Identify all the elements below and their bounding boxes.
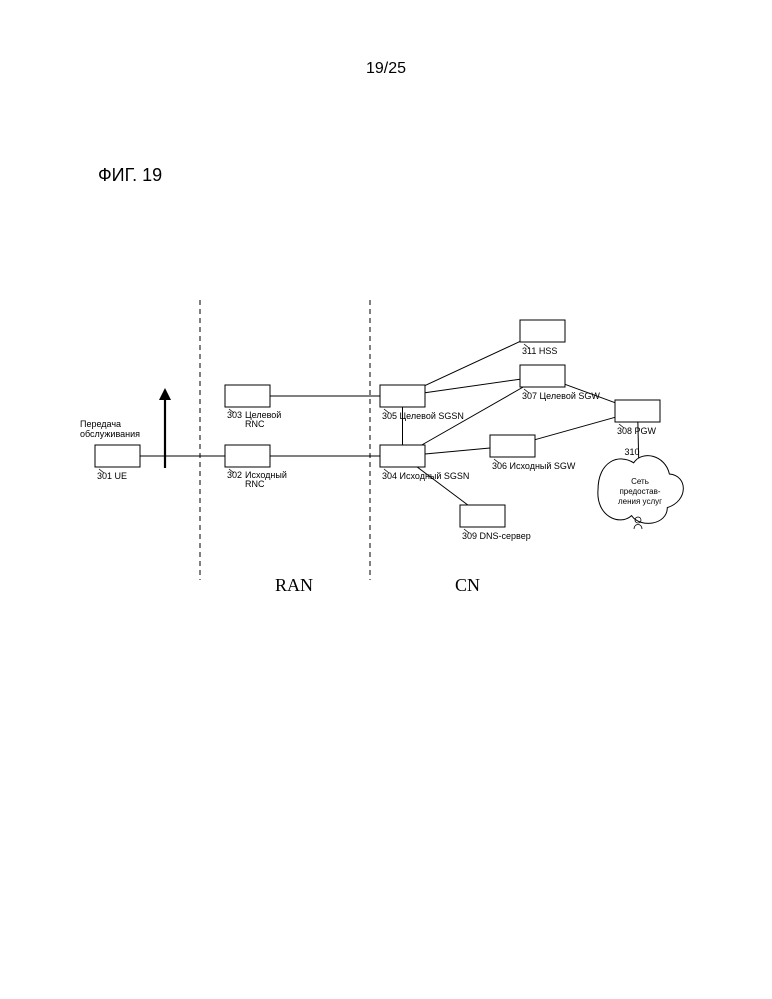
svg-text:306 Исходный SGW: 306 Исходный SGW — [492, 461, 576, 471]
network-diagram: 301 UE302ИсходныйRNC303ЦелевойRNC304 Исх… — [80, 300, 700, 650]
handover-label: Передача обслуживания — [80, 420, 140, 440]
svg-text:ления услуг: ления услуг — [618, 497, 662, 506]
svg-text:304 Исходный SGSN: 304 Исходный SGSN — [382, 471, 469, 481]
svg-text:307 Целевой SGW: 307 Целевой SGW — [522, 391, 600, 401]
ran-region-label: RAN — [275, 575, 313, 596]
svg-text:309 DNS-сервер: 309 DNS-сервер — [462, 531, 531, 541]
diagram-svg: 301 UE302ИсходныйRNC303ЦелевойRNC304 Исх… — [80, 300, 700, 650]
svg-text:303: 303 — [227, 410, 242, 420]
svg-text:Сеть: Сеть — [631, 477, 649, 486]
svg-text:RNC: RNC — [245, 419, 265, 429]
svg-text:311 HSS: 311 HSS — [522, 346, 557, 356]
svg-text:RNC: RNC — [245, 479, 265, 489]
svg-text:310: 310 — [624, 447, 639, 457]
svg-text:302: 302 — [227, 470, 242, 480]
svg-text:305 Целевой SGSN: 305 Целевой SGSN — [382, 411, 464, 421]
figure-label: ФИГ. 19 — [98, 165, 162, 186]
svg-text:предостав-: предостав- — [619, 487, 660, 496]
page-number: 19/25 — [0, 60, 772, 78]
svg-text:308 PGW: 308 PGW — [617, 426, 657, 436]
svg-text:301 UE: 301 UE — [97, 471, 127, 481]
cn-region-label: CN — [455, 575, 480, 596]
